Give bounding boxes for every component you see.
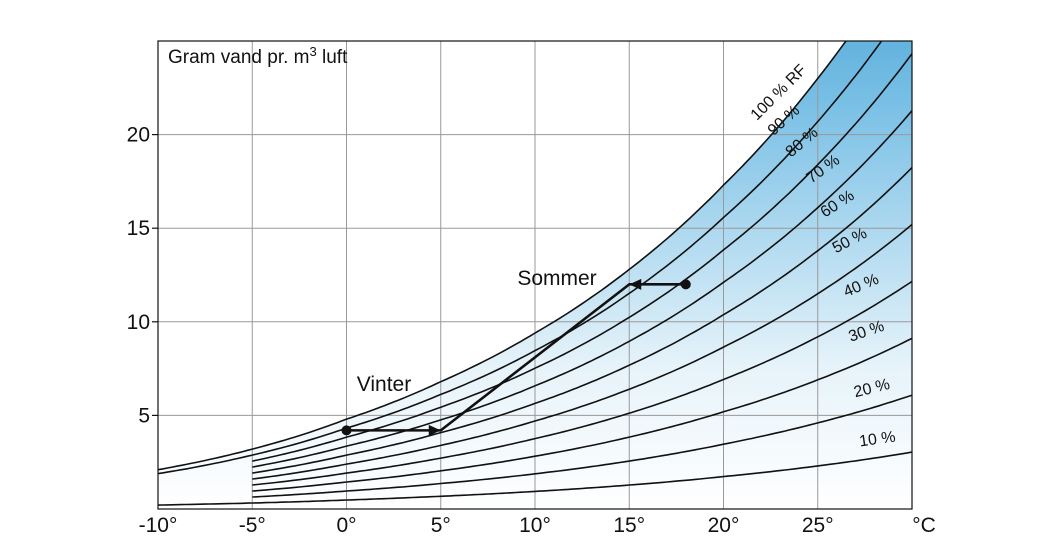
rh-curve-80 (252, 53, 912, 462)
sommer-start-dot (680, 279, 691, 290)
x-tick-label: 15° (613, 514, 645, 537)
arrow-head (629, 278, 642, 290)
x-axis-unit: °C (912, 514, 936, 537)
rh-label-10: 10 % (858, 429, 896, 451)
plot-frame (157, 40, 913, 510)
x-tick-label: -10° (139, 514, 178, 537)
x-tick-label: 10° (519, 514, 551, 537)
y-axis-label: Gram vand pr. m3 luft (168, 44, 348, 69)
y-tick-label: 10 (127, 311, 150, 334)
annotation-vinter: Vinter (357, 373, 411, 396)
x-tick-label: 20° (708, 514, 740, 537)
rh-curve-20 (252, 394, 912, 498)
rh-curve-60 (252, 166, 912, 474)
rh-curve-70 (252, 110, 912, 468)
x-tick-label: 25° (802, 514, 834, 537)
rh-curve-100 (158, 41, 847, 471)
arrow-head (428, 424, 441, 436)
y-tick-label: 5 (138, 404, 150, 427)
rh-curve-30 (252, 337, 912, 492)
x-tick-label: -5° (239, 514, 266, 537)
rh-curve-10 (158, 451, 912, 506)
x-tick-label: 0° (336, 514, 356, 537)
sommer-path (346, 283, 686, 432)
rh-curve-40 (252, 280, 912, 486)
annotation-sommer: Sommer (517, 267, 596, 290)
vinter-start-dot (341, 425, 352, 436)
rh-curve-50 (252, 223, 912, 480)
rh-curve-90 (158, 41, 883, 475)
y-tick-label: 15 (127, 217, 150, 240)
y-tick-label: 20 (127, 124, 150, 147)
x-tick-label: 5° (431, 514, 451, 537)
